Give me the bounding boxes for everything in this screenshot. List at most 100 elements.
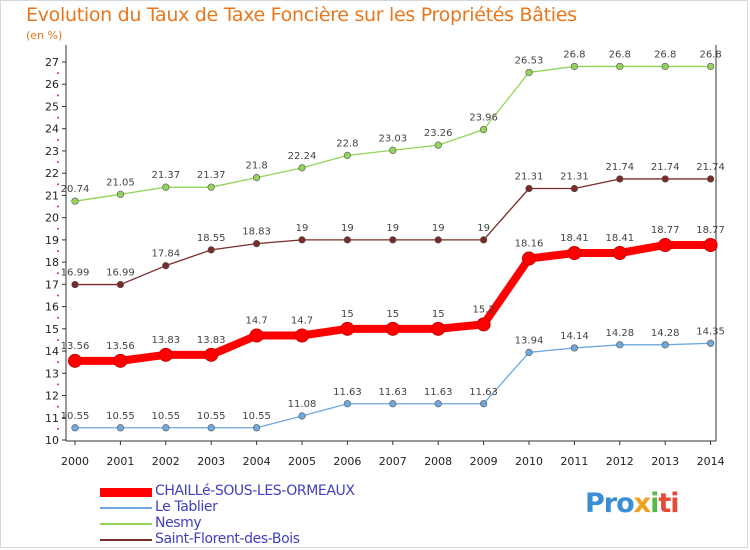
logo-part-4: ti <box>658 488 679 519</box>
data-point <box>480 400 488 408</box>
x-tick-label: 2008 <box>424 455 452 468</box>
logo-part-1: Pro <box>585 488 635 519</box>
data-label: 21.37 <box>197 170 226 181</box>
legend-swatch <box>100 523 152 525</box>
chart-axes: 10 11 12 13 14 15 16 17 18 19 20 21 22 23 24 25 26 27 2000… <box>45 45 725 468</box>
data-point <box>389 236 397 244</box>
data-point <box>616 62 624 71</box>
data-label: 14.7 <box>291 315 313 326</box>
y-minor-dot <box>57 383 59 386</box>
data-label: 15.2 <box>472 304 494 315</box>
data-point <box>389 400 397 408</box>
x-tick-label: 2004 <box>243 455 271 468</box>
data-point <box>570 62 579 71</box>
y-minor-dot <box>57 427 59 430</box>
data-point <box>522 251 536 266</box>
data-label: 23.03 <box>378 133 407 144</box>
data-point <box>570 184 579 193</box>
data-point <box>434 400 442 408</box>
data-label: 19 <box>477 223 490 234</box>
data-point <box>525 184 533 193</box>
data-point <box>340 321 355 336</box>
data-label: 11.63 <box>469 387 498 398</box>
data-point <box>434 141 442 149</box>
data-label: 19 <box>296 223 309 234</box>
data-label: 16.99 <box>61 268 90 279</box>
data-label: 26.8 <box>654 49 676 60</box>
data-label: 15 <box>432 309 445 320</box>
data-point <box>207 183 215 191</box>
data-label: 13.56 <box>61 341 90 352</box>
y-tick-label: 24 <box>45 123 59 136</box>
y-tick-label: 15 <box>45 323 59 336</box>
data-label: 26.8 <box>563 49 585 60</box>
logo-part-2: x <box>633 488 651 519</box>
data-point <box>616 341 624 349</box>
x-tick-label: 2009 <box>470 455 498 468</box>
data-label: 18.16 <box>515 239 544 250</box>
data-label: 21.74 <box>605 162 634 173</box>
data-label: 10.55 <box>61 411 90 422</box>
data-label: 14.7 <box>245 315 267 326</box>
data-point <box>612 246 627 261</box>
data-label: 21.37 <box>151 170 180 181</box>
data-label: 20.74 <box>61 184 90 195</box>
y-tick-label: 14 <box>45 345 59 358</box>
y-tick-label: 11 <box>45 412 59 425</box>
data-label: 13.83 <box>151 335 180 346</box>
data-label: 15 <box>341 309 354 320</box>
data-point <box>567 246 582 261</box>
data-label: 21.74 <box>651 162 680 173</box>
data-point <box>71 280 79 289</box>
data-label: 18.41 <box>560 233 589 244</box>
y-tick-label: 17 <box>45 278 59 291</box>
y-tick-label: 23 <box>45 145 59 158</box>
data-label: 19 <box>341 223 354 234</box>
data-point <box>207 424 215 432</box>
x-tick-label: 2006 <box>333 455 361 468</box>
legend-label: Nesmy <box>155 515 202 531</box>
data-label: 10.55 <box>242 411 271 422</box>
data-point <box>116 280 124 289</box>
data-label: 22.24 <box>288 151 317 162</box>
x-tick-label: 2000 <box>61 455 89 468</box>
x-tick-label: 2005 <box>288 455 316 468</box>
data-label: 21.31 <box>515 172 544 183</box>
data-label: 18.77 <box>696 225 725 236</box>
data-point <box>162 424 170 432</box>
legend-label: Saint-Florent-des-Bois <box>155 531 300 547</box>
data-point <box>253 174 261 182</box>
y-minor-dot <box>57 361 59 364</box>
y-tick-label: 10 <box>45 434 59 447</box>
data-point <box>343 236 352 244</box>
data-label: 11.63 <box>424 387 453 398</box>
data-point <box>480 236 488 244</box>
data-point <box>162 183 170 191</box>
data-point <box>298 412 306 420</box>
data-label: 10.55 <box>106 411 135 422</box>
data-point <box>706 62 715 71</box>
y-minor-dot <box>57 294 59 297</box>
y-tick-label: 16 <box>45 301 59 314</box>
y-minor-dot <box>57 405 59 408</box>
legend-swatch <box>100 507 152 509</box>
data-label: 13.83 <box>197 335 226 346</box>
data-point <box>253 424 261 432</box>
y-tick-label: 25 <box>45 100 59 113</box>
x-tick-label: 2013 <box>651 455 679 468</box>
data-point <box>204 347 219 362</box>
data-label: 18.41 <box>605 233 634 244</box>
y-minor-dot <box>57 205 59 208</box>
data-point <box>661 341 669 349</box>
data-point <box>158 347 173 362</box>
data-label: 19 <box>386 223 399 234</box>
y-tick-label: 19 <box>45 234 59 247</box>
data-label: 23.96 <box>469 113 498 124</box>
data-point <box>703 237 718 252</box>
data-label: 21.05 <box>106 177 135 188</box>
data-point <box>207 246 215 254</box>
y-tick-label: 12 <box>45 390 59 403</box>
data-label: 17.84 <box>151 249 180 260</box>
data-label: 26.8 <box>699 49 721 60</box>
